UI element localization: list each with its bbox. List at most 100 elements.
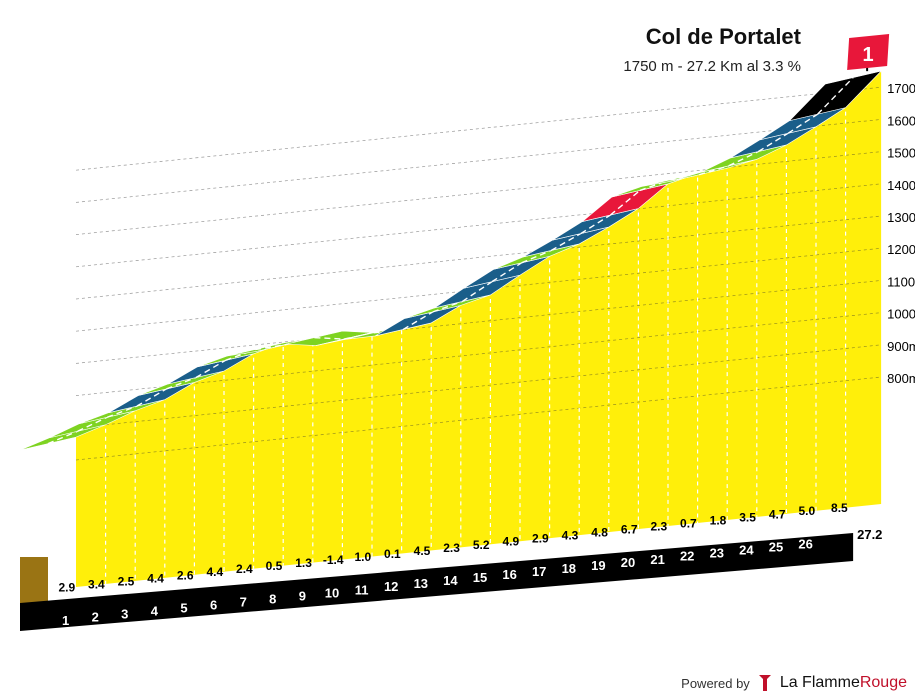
gradient-label: 4.8 [591,526,608,540]
gradient-label: 0.1 [384,547,401,561]
footer: Powered by La FlammeRouge [681,674,907,692]
gradient-label: 3.4 [88,577,105,591]
road-centerline [136,388,167,407]
gradient-label: 0.5 [266,559,283,573]
road-centerline [728,150,759,167]
altitude-gridline [75,151,882,235]
gradient-label: 4.9 [502,535,519,549]
road-centerline [166,376,197,390]
road-centerline [225,348,256,361]
altitude-label: 1500m [887,146,915,161]
gradient-label: 3.5 [739,510,756,524]
road-centerline [580,214,611,235]
road-centerline [402,311,434,331]
flame-logo-icon [758,675,771,691]
distance-bar-fill [20,533,854,631]
km-marker-label: 16 [502,567,516,582]
altitude-label: 1300m [887,210,915,225]
altitude-gridline [75,215,882,300]
altitude-gridline [75,344,882,429]
altitude-label: 1100m [887,274,915,289]
gradient-label: 5.0 [798,504,815,518]
altitude-axis: 800m 900m 1000m 1100m 1200m 1300m 1400m 1500m 16… [887,81,915,386]
brand-name[interactable]: La FlammeRouge [780,674,907,692]
km-marker-label: 8 [269,591,276,606]
gradient-label: 5.2 [473,538,490,552]
road-centerline [195,359,226,379]
road-centerline [550,232,582,252]
road-centerline [77,416,108,432]
km-marker-label: 1 [62,613,69,628]
gradient-label: 1.0 [354,550,371,564]
km-marker-label: 23 [710,546,724,561]
km-marker-label: 13 [414,576,428,591]
gradient-label: -1.4 [323,553,344,567]
km-marker-label: 4 [151,604,159,619]
powered-by-label: Powered by [681,675,750,691]
road-centerline [47,430,78,445]
gradient-label: 4.3 [562,529,579,543]
gradient-label: 2.3 [650,519,667,533]
profile-area [76,71,882,587]
gradient-label: 2.6 [177,568,194,582]
altitude-label: 1700m [887,81,915,96]
km-marker-label: 20 [621,555,635,570]
gradient-label: 2.9 [532,532,549,546]
category-number: 1 [863,44,874,66]
altitude-label: 1400m [887,178,915,193]
altitude-label: 1000m [887,307,915,322]
road-centerline [609,189,641,216]
altitude-label: 1200m [887,242,915,257]
km-marker-label: 26 [798,537,812,552]
climb-title: Col de Portalet [645,24,801,49]
category-flag-icon [847,34,890,70]
road-centerline [698,165,730,176]
summit-flag: 1 [847,34,890,72]
km-marker-label: 18 [562,561,576,576]
altitude-gridline [75,376,882,461]
km-marker-label: 6 [210,598,217,613]
road-centerline [314,336,345,340]
gradient-label: 4.4 [147,571,164,585]
gradient-label: 2.5 [118,574,135,588]
gradient-label: 4.5 [414,544,431,558]
gradient-label: 1.3 [295,556,312,570]
road-centerline [817,77,854,115]
gradient-label: 2.3 [443,541,460,555]
km-marker-label: 12 [384,579,398,594]
road-centerline [787,113,818,134]
km-marker-label: 25 [769,540,783,555]
gradient-label: 0.7 [680,516,697,530]
altitude-label: 800m [887,371,915,386]
km-marker-label: 9 [299,588,306,603]
km-marker-label: 17 [532,564,546,579]
gradient-label: 4.4 [206,565,223,579]
road-centerline [106,405,138,418]
gradient-label: 6.7 [621,523,638,537]
gradient-label: 2.9 [58,580,75,594]
km-marker-label: 24 [739,543,754,558]
road-centerline [432,300,463,313]
gradient-labels: 2.9 3.4 2.5 4.4 2.6 4.4 2.4 0.5 1.3 -1.4 1.0 0.1 4.5… [58,501,848,595]
altitude-gridlines [75,86,882,584]
brand-name-part1: La Flamme [779,674,860,691]
km-marker-label: 19 [591,558,605,573]
altitude-label: 1600m [887,113,915,128]
km-marker-label: 14 [443,573,458,588]
climb-summary: 1750 m - 27.2 Km al 3.3 % [623,58,801,75]
km-marker-label: 11 [355,582,369,597]
km-marker-label: 5 [180,601,187,616]
distance-bar: 1 2 3 4 5 6 7 8 9 10 11 12 13 14 15 16 17 18 19 20 21 22 23 24 2… [20,527,882,631]
gradient-label: 4.7 [769,507,786,521]
road-centerline [521,249,552,264]
altitude-gridline [75,183,882,268]
profile-road [19,70,883,451]
brand-name-part2: Rouge [859,674,907,691]
gradient-label: 2.4 [236,562,253,576]
road-centerline [758,132,789,153]
altitude-gridline [75,119,882,203]
road-centerline [491,262,522,283]
km-marker-label: 21 [650,552,664,567]
altitude-gridline [75,280,882,364]
